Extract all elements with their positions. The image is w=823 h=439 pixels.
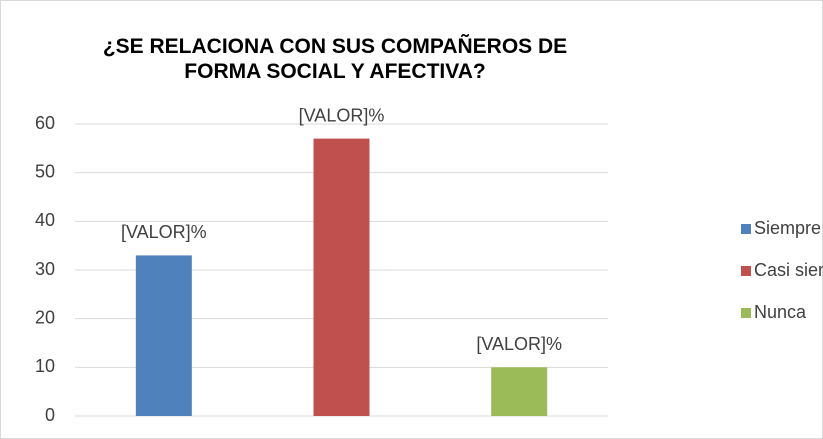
legend-swatch <box>741 224 751 234</box>
legend-swatch <box>741 308 751 318</box>
y-tick-label: 40 <box>35 210 55 230</box>
y-tick-label: 20 <box>35 307 55 327</box>
y-tick-label: 50 <box>35 161 55 181</box>
bar <box>491 367 548 416</box>
y-tick-label: 10 <box>35 356 55 376</box>
legend-label: Nunca <box>754 302 807 322</box>
y-tick-label: 0 <box>45 405 55 425</box>
y-tick-label: 30 <box>35 259 55 279</box>
data-label: [VALOR]% <box>299 105 385 125</box>
bar <box>313 138 370 416</box>
chart-title: ¿SE RELACIONA CON SUS COMPAÑEROS DE FORM… <box>102 35 568 83</box>
legend-swatch <box>741 266 751 276</box>
legend-label: Siempre <box>754 218 821 238</box>
data-label: [VALOR]% <box>121 222 207 242</box>
bar <box>135 255 192 416</box>
y-tick-label: 60 <box>35 113 55 133</box>
data-label: [VALOR]% <box>476 334 562 354</box>
legend-label: Casi siempre <box>754 260 823 280</box>
